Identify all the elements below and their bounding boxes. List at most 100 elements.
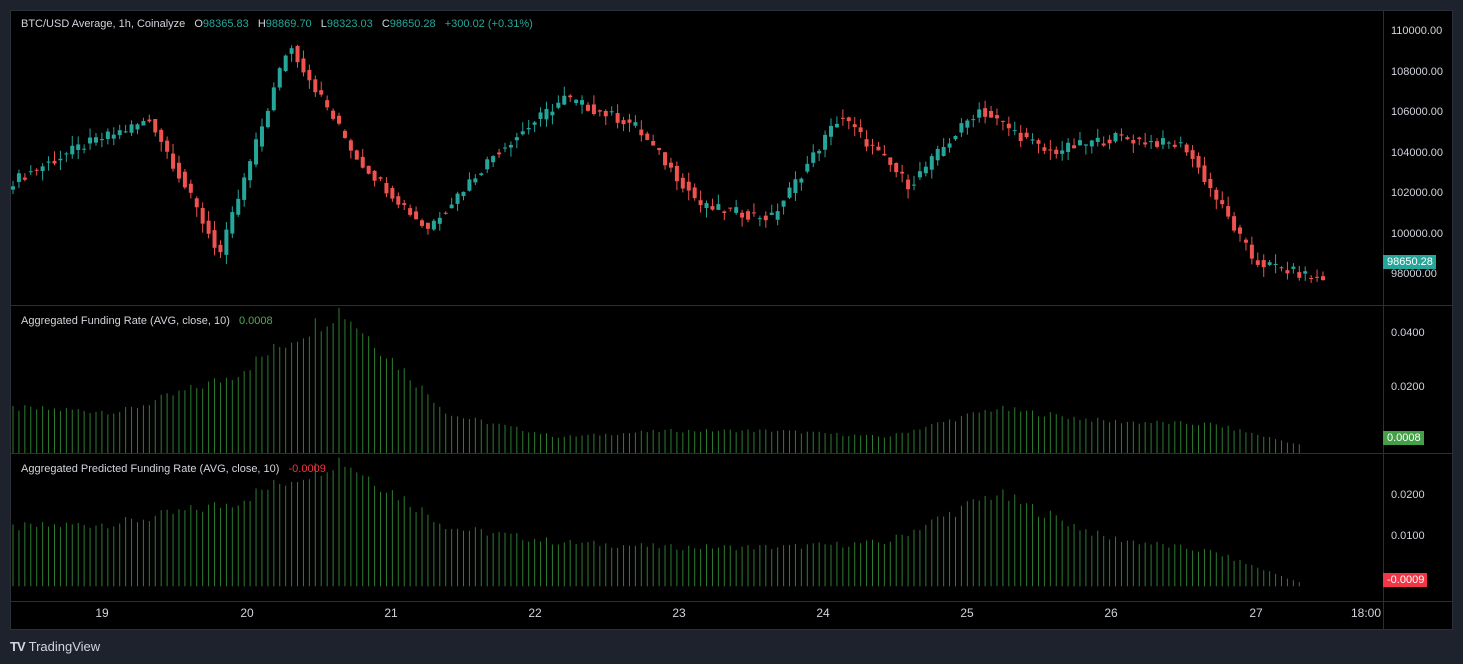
candle-body [129,124,134,133]
candle-body [994,115,999,119]
brand-name[interactable]: TradingView [28,638,101,654]
ohlc-high-label: H [257,18,266,30]
candle-body [692,187,697,199]
candle-body [704,203,709,209]
candle-body [977,109,982,118]
candle-body [1214,189,1219,200]
candle-body [870,144,875,146]
candle-body [941,147,946,156]
candle-body [265,110,270,128]
candle-body [301,58,306,73]
candle-body [307,70,312,81]
candle-body [366,165,371,174]
chart-frame[interactable]: BTC/USD Average, 1h, Coinalyze O98365.83… [10,10,1453,630]
candlestick-chart[interactable] [11,11,1382,305]
candle-body [1131,140,1136,144]
funding-pane[interactable]: Aggregated Funding Rate (AVG, close, 10)… [11,306,1382,453]
pane-separator[interactable] [11,453,1452,454]
candle-body [544,108,549,120]
candle-body [1066,142,1071,152]
candle-body [16,173,21,182]
candle-body [811,152,816,163]
candle-body [319,90,324,95]
candle-body [627,119,632,123]
candle-body [40,166,45,171]
candle-body [1095,137,1100,142]
y-tick: 0.0400 [1391,327,1425,339]
candle-body [686,181,691,191]
candle-body [378,177,383,179]
candle-body [1137,137,1142,140]
funding-title[interactable]: Aggregated Funding Rate (AVG, close, 10) [21,315,230,327]
predicted-funding-histogram[interactable] [11,454,1382,601]
candle-body [111,134,116,139]
predicted-title[interactable]: Aggregated Predicted Funding Rate (AVG, … [21,463,280,475]
candle-body [188,183,193,193]
candle-body [449,204,454,209]
candle-body [325,100,330,108]
candle-body [1261,260,1266,268]
candle-body [775,211,780,220]
candle-body [651,141,656,146]
x-tick: 18:00 [1350,606,1382,620]
candle-body [1190,150,1195,159]
candle-body [182,171,187,188]
funding-last-badge: 0.0008 [1383,431,1424,445]
candle-body [674,165,679,182]
candle-body [983,108,988,117]
candle-body [1083,144,1088,146]
candle-body [295,45,300,63]
candle-body [1297,272,1302,278]
candle-body [117,130,122,136]
candle-body [82,148,87,150]
predicted-value: -0.0009 [288,463,326,475]
candle-body [923,166,928,174]
predicted-pane[interactable]: Aggregated Predicted Funding Rate (AVG, … [11,454,1382,601]
footer[interactable]: TV TradingView [10,636,100,656]
candle-body [1267,262,1272,265]
candle-body [165,140,170,152]
pane-separator[interactable] [11,305,1452,306]
candle-body [823,134,828,150]
candle-body [277,68,282,88]
candle-body [834,123,839,128]
candle-body [22,177,27,180]
candle-body [556,102,561,108]
candle-body [645,133,650,140]
candle-body [580,100,585,105]
candle-body [34,169,39,171]
candle-body [1000,120,1005,122]
candle-body [1303,271,1308,274]
candle-body [1072,145,1077,149]
candle-body [953,136,958,140]
candle-body [171,153,176,169]
candle-body [609,111,614,113]
candle-body [562,95,567,105]
funding-value: 0.0008 [238,315,273,327]
candle-body [248,161,253,181]
funding-histogram[interactable] [11,306,1382,453]
y-tick: 0.0200 [1391,489,1425,501]
candle-body [176,162,181,179]
candle-body [888,157,893,165]
candle-body [1060,150,1065,154]
candle-body [917,171,922,178]
price-pane[interactable]: BTC/USD Average, 1h, Coinalyze O98365.83… [11,11,1382,305]
symbol-title[interactable]: BTC/USD Average, 1h, Coinalyze [21,18,186,30]
candle-body [1077,140,1082,146]
candle-body [1006,123,1011,129]
candle-body [218,244,223,253]
candle-body [58,158,63,161]
candle-body [259,126,264,147]
candle-body [105,131,110,139]
candle-body [1149,141,1154,143]
candle-body [135,124,140,130]
candle-body [728,207,733,209]
x-tick: 21 [384,606,398,620]
y-tick: 100000.00 [1391,228,1443,240]
candle-body [414,211,419,220]
last-price-badge: 98650.28 [1383,255,1436,269]
candle-body [342,130,347,138]
candle-body [769,212,774,215]
candle-body [1249,244,1254,259]
